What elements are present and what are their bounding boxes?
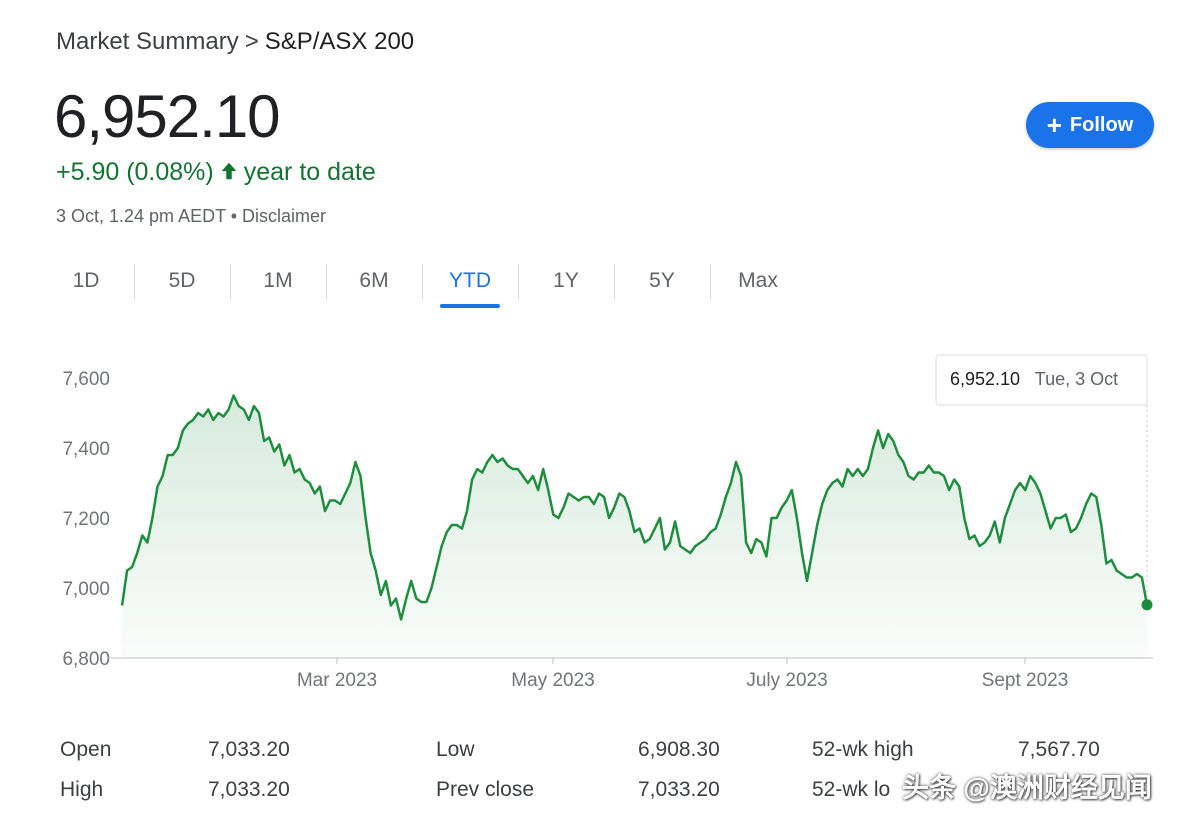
stat-label-prev-close: Prev close xyxy=(436,778,535,801)
tab-1m[interactable]: 1M xyxy=(230,262,326,300)
x-tick-label: Mar 2023 xyxy=(297,670,377,691)
svg-text:6,952.10 Tue, 3 Oct: 6,952.10 Tue, 3 Oct xyxy=(950,369,1118,389)
stat-value-52wk-high: 7,567.70 xyxy=(1018,738,1100,761)
y-axis: 7,600 7,400 7,200 7,000 6,800 xyxy=(62,369,110,670)
x-axis: Mar 2023 May 2023 July 2023 Sept 2023 xyxy=(108,657,1153,691)
tooltip-value: 6,952.10 xyxy=(950,369,1020,389)
stats-row: Open 7,033.20 Low 6,908.30 52-wk high 7,… xyxy=(60,730,1160,770)
arrow-up-icon xyxy=(221,162,237,180)
stat-label-52wk-high: 52-wk high xyxy=(812,738,914,761)
plus-icon: + xyxy=(1046,110,1062,140)
breadcrumb-parent-link[interactable]: Market Summary xyxy=(56,28,239,55)
watermark-text: 头条 @澳洲财经见闻 xyxy=(902,773,1152,803)
tab-max[interactable]: Max xyxy=(710,262,806,300)
quote-timestamp[interactable]: 3 Oct, 1.24 pm AEDT • Disclaimer xyxy=(56,206,327,226)
y-tick-label: 6,800 xyxy=(62,649,110,670)
tooltip-date: Tue, 3 Oct xyxy=(1035,369,1118,389)
stat-value-low: 6,908.30 xyxy=(638,738,720,761)
breadcrumb-current: S&P/ASX 200 xyxy=(264,28,415,55)
stat-value-high: 7,033.20 xyxy=(208,778,290,801)
stat-label-52wk-low: 52-wk lo xyxy=(812,778,891,801)
tab-5d[interactable]: 5D xyxy=(134,262,230,300)
stat-label-low: Low xyxy=(436,738,475,761)
stat-label-open: Open xyxy=(60,738,112,761)
breadcrumb: Market Summary > S&P/ASX 200 xyxy=(56,28,414,56)
y-tick-label: 7,200 xyxy=(62,509,110,530)
price-area xyxy=(122,395,1147,658)
tab-ytd[interactable]: YTD xyxy=(422,262,518,308)
time-range-tabs: 1D 5D 1M 6M YTD 1Y 5Y Max xyxy=(38,262,806,308)
y-tick-label: 7,400 xyxy=(62,439,110,460)
current-value-dot xyxy=(1141,599,1153,611)
price-chart[interactable]: 7,600 7,400 7,200 7,000 6,800 Mar 2023 May 20… xyxy=(0,330,1202,702)
breadcrumb-separator: > xyxy=(244,28,259,55)
tab-1d[interactable]: 1D xyxy=(72,269,100,292)
stat-label-high: High xyxy=(60,778,104,801)
x-tick-label: May 2023 xyxy=(511,670,594,691)
tab-5y[interactable]: 5Y xyxy=(614,262,710,300)
change-period: year to date xyxy=(243,158,376,186)
hover-tooltip: 6,952.10 Tue, 3 Oct xyxy=(935,354,1148,406)
stats-row: High 7,033.20 Prev close 7,033.20 52-wk … xyxy=(60,770,1160,810)
current-price: 6,952.10 xyxy=(54,83,281,150)
key-stats: Open 7,033.20 Low 6,908.30 52-wk high 7,… xyxy=(60,730,1160,810)
stat-value-prev-close: 7,033.20 xyxy=(638,778,720,801)
tab-1y[interactable]: 1Y xyxy=(518,262,614,300)
follow-button-label: Follow xyxy=(1069,113,1134,136)
tab-6m[interactable]: 6M xyxy=(326,262,422,300)
stat-value-open: 7,033.20 xyxy=(208,738,290,761)
price-change: +5.90 (0.08%) year to date xyxy=(56,158,376,187)
price-change-value: +5.90 (0.08%) xyxy=(56,158,214,186)
x-tick-label: July 2023 xyxy=(746,670,827,691)
follow-button[interactable]: + Follow xyxy=(1026,102,1154,148)
price-line xyxy=(120,394,1149,621)
y-tick-label: 7,600 xyxy=(62,369,110,390)
x-tick-label: Sept 2023 xyxy=(982,670,1069,691)
y-tick-label: 7,000 xyxy=(62,579,110,600)
